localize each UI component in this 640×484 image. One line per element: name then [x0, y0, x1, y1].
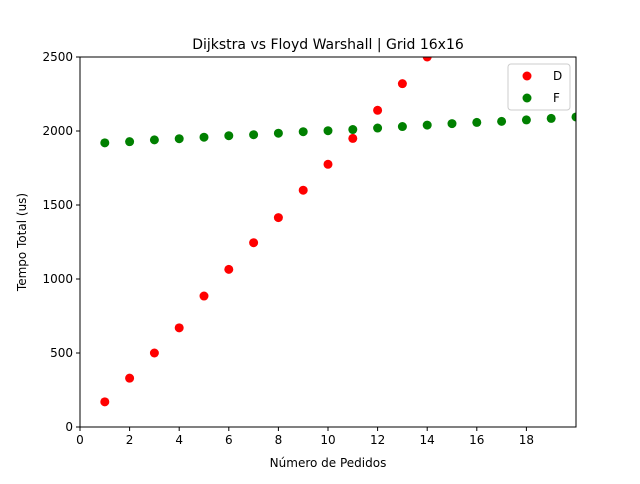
legend-marker-f [522, 93, 532, 103]
data-point-f [249, 130, 259, 140]
data-point-f [149, 135, 159, 145]
y-axis-label: Tempo Total (us) [15, 193, 29, 292]
data-point-f [546, 113, 556, 123]
data-point-f [521, 115, 531, 125]
data-point-d [397, 79, 407, 89]
y-axis-ticks: 0 500 1000 1500 2000 2500 [42, 50, 80, 434]
x-tick-label: 14 [420, 433, 435, 447]
data-point-d [348, 133, 358, 143]
x-tick-label: 18 [519, 433, 534, 447]
data-point-f [571, 112, 576, 122]
data-point-f [373, 123, 383, 133]
data-point-f [447, 119, 457, 129]
data-point-f [199, 132, 209, 142]
data-point-f [323, 126, 333, 136]
data-point-d [174, 323, 184, 333]
x-tick-label: 2 [126, 433, 134, 447]
data-point-f [224, 131, 234, 141]
x-tick-label: 4 [175, 433, 183, 447]
data-point-d [149, 348, 159, 358]
y-tick-label: 2000 [42, 124, 73, 138]
x-tick-label: 12 [370, 433, 385, 447]
data-point-d [273, 213, 283, 223]
data-point-d [323, 159, 333, 169]
chart-title: Dijkstra vs Floyd Warshall | Grid 16x16 [192, 37, 464, 53]
y-tick-label: 500 [50, 346, 73, 360]
data-point-d [224, 264, 234, 274]
x-tick-label: 10 [320, 433, 335, 447]
y-tick-label: 1000 [42, 272, 73, 286]
x-axis-label: Número de Pedidos [270, 456, 387, 470]
y-tick-label: 2500 [42, 50, 73, 64]
data-point-f [397, 122, 407, 132]
x-axis-ticks: 0 2 4 6 8 10 12 14 16 18 [76, 427, 534, 447]
data-point-d [298, 185, 308, 195]
data-point-d [100, 397, 110, 407]
data-point-f [298, 127, 308, 137]
data-point-d [422, 57, 432, 62]
x-tick-label: 16 [469, 433, 484, 447]
data-point-f [472, 117, 482, 127]
data-point-f [125, 137, 135, 147]
data-point-f [348, 125, 358, 135]
data-point-d [249, 238, 259, 248]
y-tick-label: 0 [65, 420, 73, 434]
x-tick-label: 8 [275, 433, 283, 447]
x-tick-label: 0 [76, 433, 84, 447]
plot-marks [100, 57, 576, 407]
plot-frame [79, 56, 577, 428]
data-point-d [125, 373, 135, 383]
legend-label-f: F [553, 91, 560, 105]
data-point-d [373, 105, 383, 115]
x-tick-label: 6 [225, 433, 233, 447]
data-point-d [199, 291, 209, 301]
legend-marker-d [522, 71, 532, 81]
data-point-f [100, 138, 110, 148]
data-point-f [422, 120, 432, 130]
data-point-f [273, 128, 283, 138]
legend: DF [507, 63, 571, 111]
y-tick-label: 1500 [42, 198, 73, 212]
legend-label-d: D [553, 69, 562, 83]
data-point-f [174, 134, 184, 144]
data-point-f [497, 116, 507, 126]
